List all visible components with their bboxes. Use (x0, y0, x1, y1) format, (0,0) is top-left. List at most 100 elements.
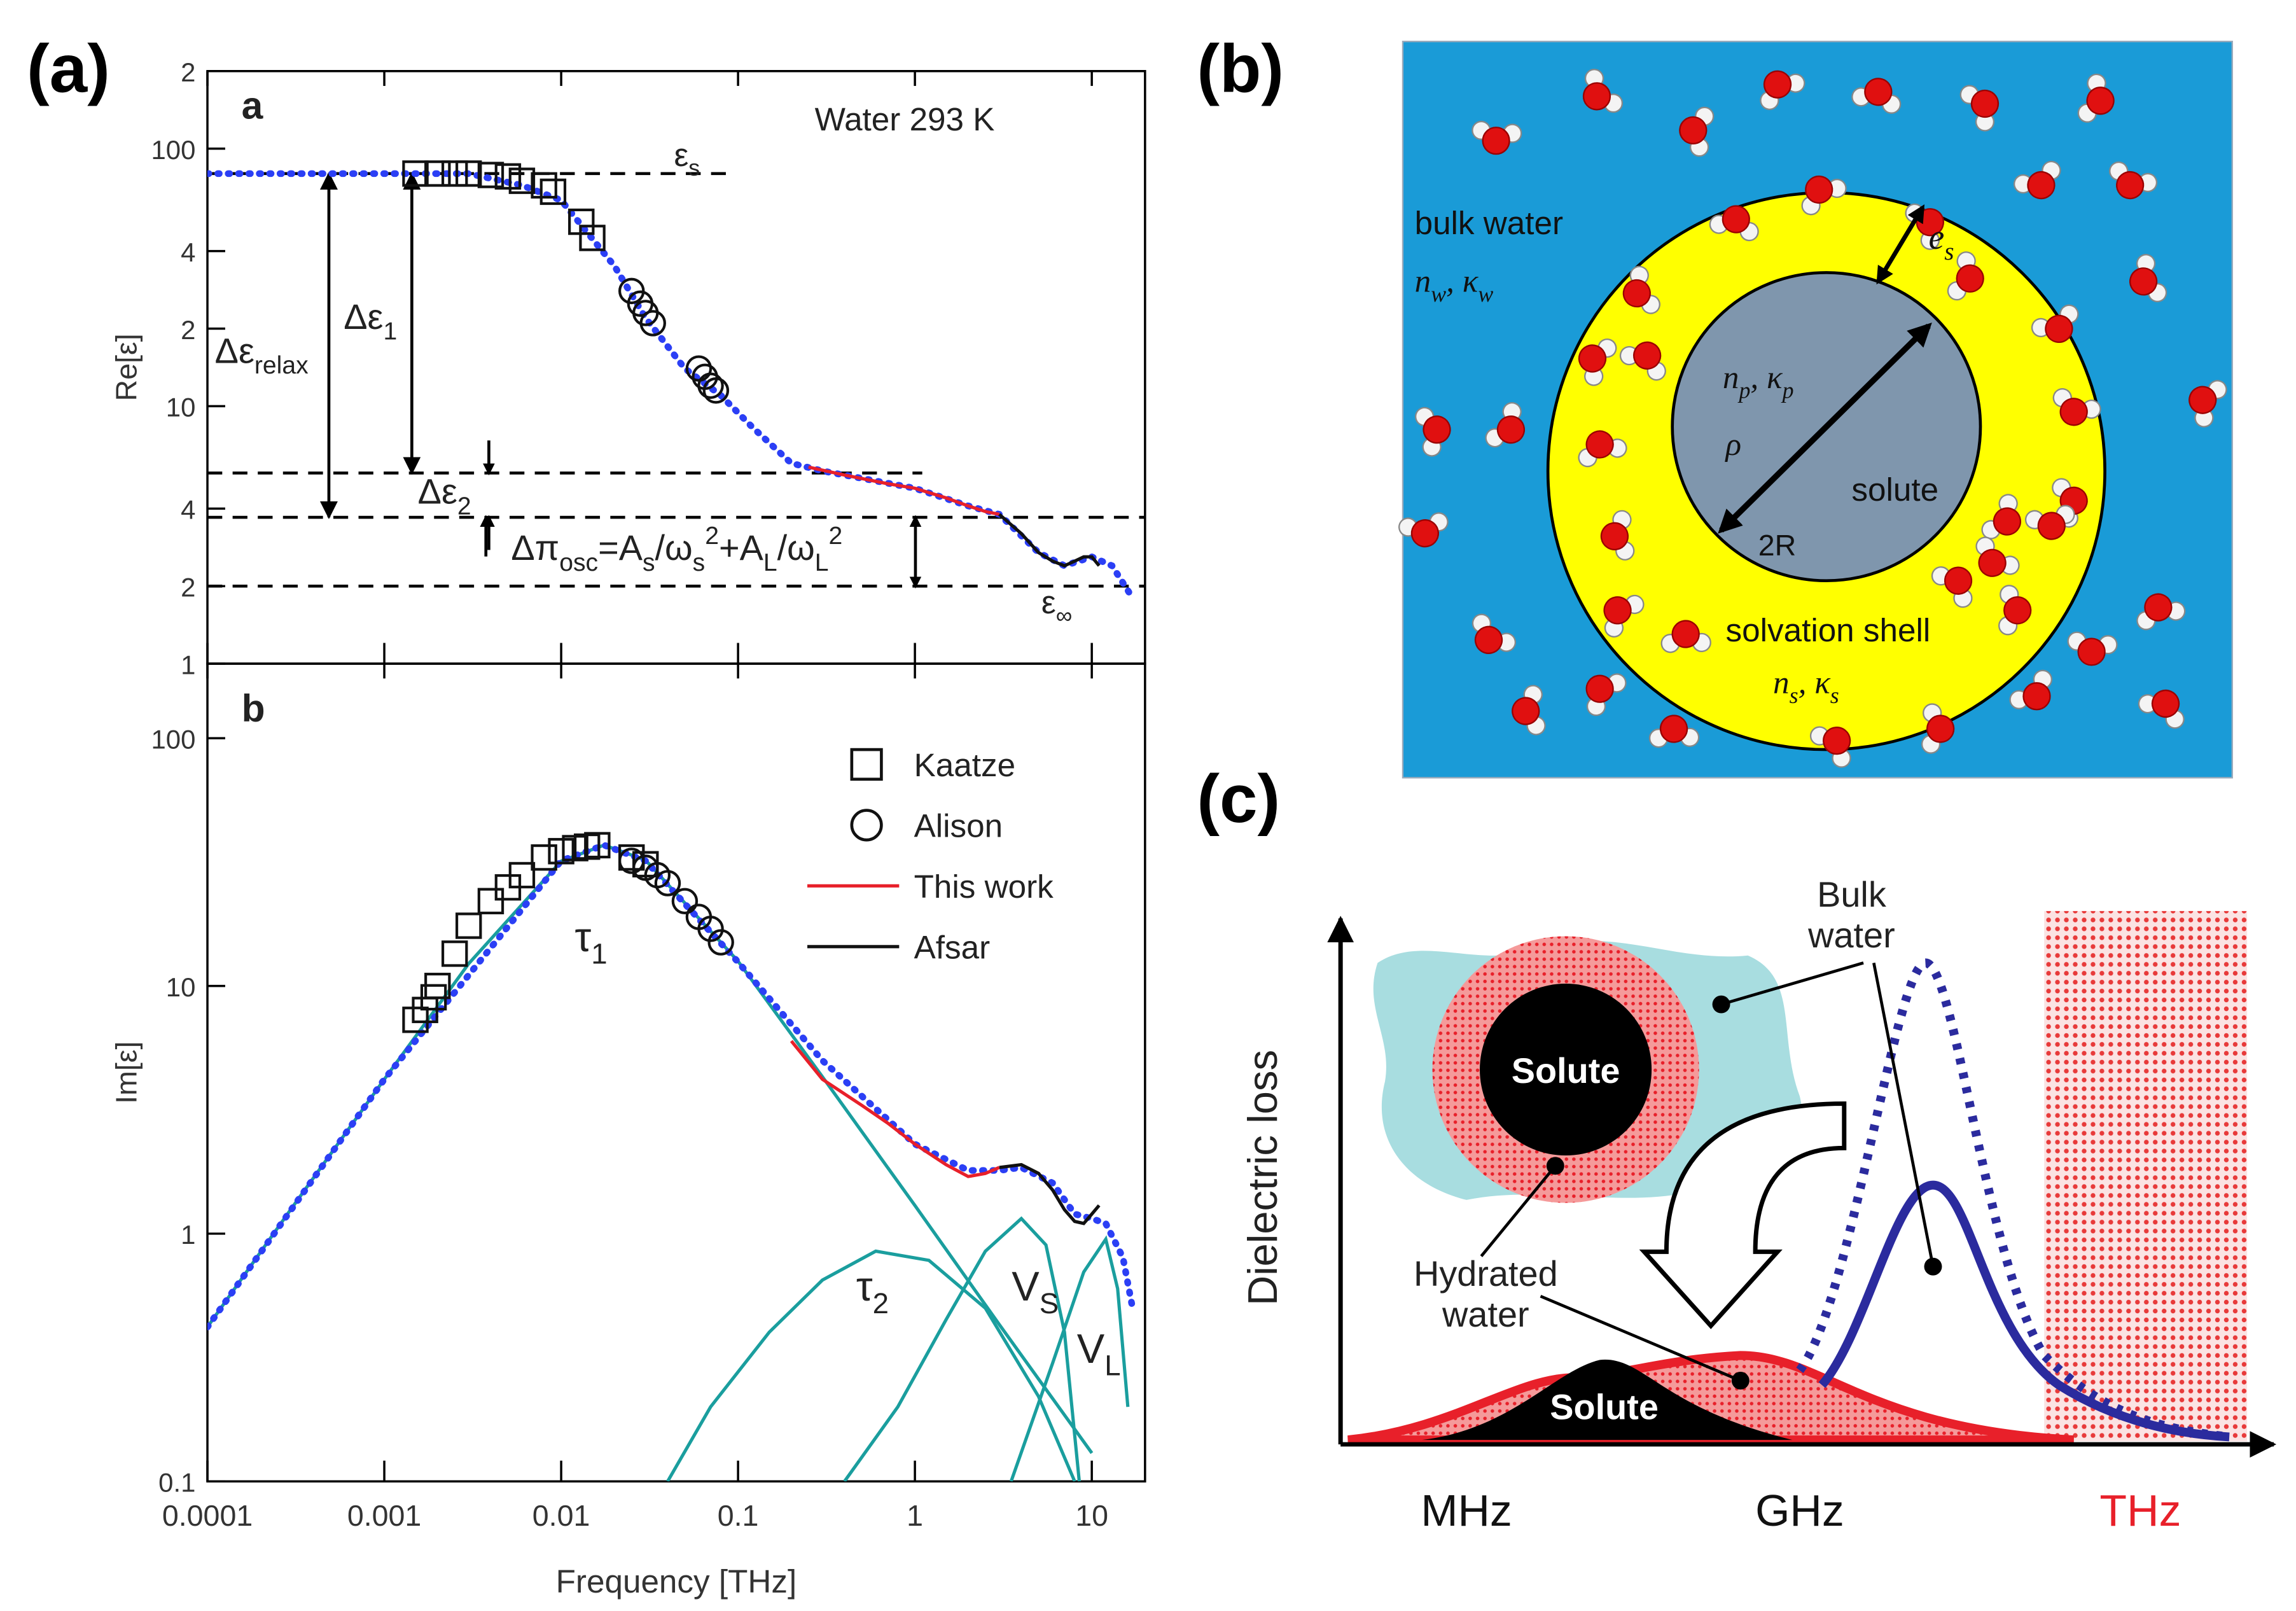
legend-label: Afsar (914, 929, 991, 965)
annotation-part: ∞ (1056, 603, 1073, 628)
legend-symbol (850, 809, 883, 842)
y-tick-label: 10 (166, 972, 196, 1002)
x-tick-label: 0.1 (718, 1499, 759, 1532)
oxygen (1512, 697, 1540, 725)
data-circle (707, 929, 734, 956)
data-square (455, 912, 482, 939)
water-molecule (2188, 380, 2227, 428)
data-square (441, 940, 468, 967)
diagram-label-part: ρ (1725, 426, 1742, 463)
oxygen (2003, 596, 2032, 625)
oxygen (1993, 507, 2022, 536)
y-tick-label: 2 (181, 573, 195, 603)
water-molecule (2031, 304, 2079, 343)
water-molecule (1801, 175, 1847, 216)
diagram-label: ns, κs (1773, 665, 1839, 708)
diagram-label-part: n (1415, 263, 1431, 300)
callout (1540, 1295, 1741, 1383)
annotation-part: 1 (591, 937, 607, 970)
fit-curve (207, 841, 1136, 1330)
data-square (402, 1007, 429, 1033)
annotation-part: τ (856, 1263, 873, 1309)
x-tick-label: 1 (907, 1499, 923, 1532)
annotation-part: Δε (215, 330, 254, 370)
annotation-part: Δε (418, 471, 457, 512)
oxygen (1600, 522, 1629, 550)
water-molecule (2009, 669, 2053, 711)
diagram-label-part: , κ (1446, 263, 1479, 300)
water-molecule (1760, 70, 1805, 111)
data-line (843, 1216, 1082, 1482)
data-square (573, 833, 601, 860)
water-molecule (1975, 536, 2020, 577)
data-square (441, 160, 468, 187)
oxygen (1763, 70, 1792, 99)
x-tick-label: 10 (1075, 1499, 1108, 1532)
data-circle (639, 310, 666, 337)
data-line (998, 513, 1101, 568)
callout-dot (1924, 1257, 1942, 1276)
annotation-part: +A (719, 527, 764, 568)
annotation-part: Δπ (511, 527, 559, 568)
bulk-loss-curve (1818, 1180, 2230, 1442)
schematic-label: Solute (1512, 1050, 1620, 1091)
schematic-label-line: Bulk (1817, 874, 1887, 914)
water-molecule (2109, 161, 2158, 200)
annotation-part: s (693, 549, 706, 576)
annotation: εs (674, 137, 700, 181)
water-molecule (1959, 85, 2000, 132)
annotation: Δεrelax (215, 330, 309, 379)
oxygen (2022, 682, 2051, 711)
water-molecule (1709, 205, 1759, 242)
panel-label: (b) (1197, 30, 1284, 106)
annotation-part: osc (559, 549, 598, 576)
oxygen (1474, 625, 1503, 654)
schematic-label: Dielectric loss (1239, 1050, 1286, 1306)
water-molecule (1578, 430, 1627, 468)
data-square (539, 178, 567, 206)
diagram-label-part: solvation shell (1726, 612, 1931, 648)
diagram-label-part: p (1781, 377, 1794, 403)
oxygen (2144, 593, 2173, 622)
oxygen (1956, 264, 1984, 293)
water-molecule (1600, 510, 1635, 561)
annotation: Water 293 K (815, 101, 995, 137)
series-group (207, 832, 1136, 1482)
data-circle (702, 377, 730, 404)
data-line (808, 465, 1000, 516)
water-molecule (1679, 106, 1715, 157)
y-axis-label: Im[ε] (109, 1042, 143, 1104)
x-axis-label: Frequency [THz] (556, 1563, 797, 1600)
diagram-label-part: e (1929, 218, 1945, 257)
shift-arrow (1639, 1101, 1847, 1330)
water-molecule (1622, 265, 1660, 314)
water-molecule (2067, 631, 2118, 666)
oxygen (1622, 279, 1651, 308)
solute-loss-curve (1422, 1359, 1793, 1440)
x-tick-label: 0.0001 (162, 1499, 253, 1532)
annotation-part: Water 293 K (815, 101, 995, 137)
diagram-label-part: s (1944, 238, 1954, 265)
water-molecule (1603, 594, 1645, 638)
oxygen (1482, 127, 1510, 155)
annotation-part: L (815, 549, 829, 576)
annotation: b (242, 687, 265, 730)
schematic-label: Bulk water (1807, 874, 1895, 955)
annotation-part: V (1077, 1325, 1105, 1372)
data-square (531, 844, 557, 871)
oxygen (1423, 415, 1451, 444)
series-group (207, 160, 1136, 601)
legend-label: This work (914, 868, 1054, 905)
water-molecule (1472, 613, 1517, 654)
water-molecule (1981, 494, 2022, 540)
diagram-label: solute (1851, 471, 1938, 508)
data-square (424, 972, 451, 1000)
oxygen (1926, 715, 1955, 743)
y-tick-label: 2 (181, 57, 195, 87)
water-molecule (1585, 673, 1627, 716)
oxygen (1410, 519, 1440, 548)
annotation-part: 2 (457, 492, 471, 520)
oxygen (1585, 430, 1614, 459)
